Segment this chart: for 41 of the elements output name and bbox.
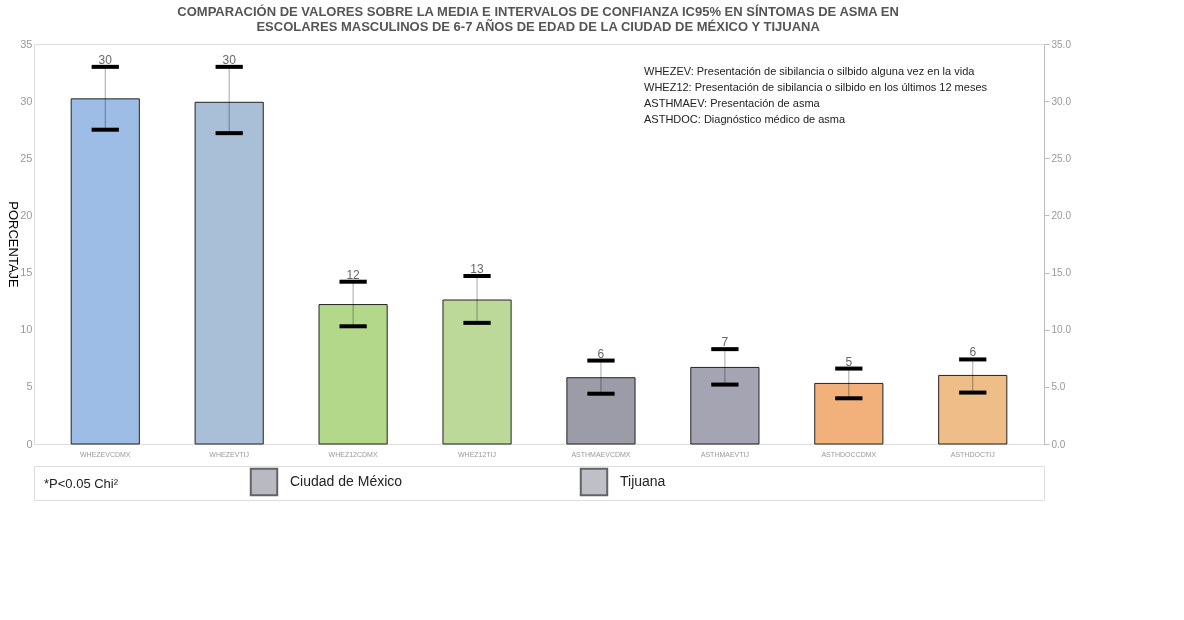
- bar: [938, 374, 1008, 445]
- y-tick-label: 5: [26, 380, 33, 393]
- annotation: WHEZEV: Presentación de sibilancia o silbido alguna vez en la vida: [644, 65, 976, 77]
- y-tick-label: 15: [20, 266, 33, 279]
- y-axis-title: PORCENTAJE: [6, 201, 22, 289]
- annotation: ASTHDOC: Diagnóstico médico de asma: [644, 113, 847, 125]
- legend-label: Tijuana: [620, 473, 666, 489]
- y2-tick-label: 25.0: [1051, 152, 1072, 164]
- y2-tick-label: 35.0: [1051, 38, 1072, 50]
- y2-tick-label: 5.0: [1051, 381, 1066, 393]
- y2-tick-label: 20.0: [1051, 209, 1072, 221]
- y-tick-label: 10: [20, 323, 33, 336]
- data-label: 5: [845, 354, 853, 369]
- annotation: WHEZ12: Presentación de sibilancia o silbido en los últimos 12 meses: [644, 81, 988, 93]
- text: *P<0.05 Chi²: [44, 476, 119, 491]
- y-tick-label: 35: [20, 37, 33, 50]
- y-tick-label: 30: [20, 94, 33, 107]
- bar: [566, 377, 636, 445]
- data-label: 12: [346, 267, 361, 282]
- annotation: ASTHMAEV: Presentación de asma: [644, 97, 821, 109]
- y-tick-label: 0: [26, 437, 33, 450]
- data-label: 13: [470, 262, 485, 276]
- bar: [194, 101, 264, 445]
- data-label: 6: [969, 345, 977, 360]
- data-label: 30: [222, 52, 237, 67]
- data-label: 7: [721, 335, 729, 350]
- chart-title: COMPARACIÓN DE VALORES SOBRE LA MEDIA E INTERVALOS DE CONFIANZA IC95% EN SÍNTOMAS DE ASMA EN ESCOLARES MASCULINOS DE 6-7 AÑOS DE EDAD DE LA CIUDAD DE MÉXICO Y TIJUANA: [177, 3, 899, 34]
- bar: [442, 299, 512, 445]
- legend-label: Ciudad de México: [290, 473, 403, 489]
- bar: [318, 304, 388, 445]
- bar: [814, 382, 884, 445]
- y-tick-label: 20: [20, 208, 33, 221]
- y2-tick-label: 0.0: [1051, 438, 1066, 450]
- data-label: 6: [597, 346, 605, 361]
- bar: [70, 98, 140, 445]
- y2-tick-label: 30.0: [1051, 95, 1072, 107]
- y-tick-label: 25: [20, 151, 33, 164]
- bar: [690, 366, 760, 445]
- y2-tick-label: 10.0: [1051, 324, 1072, 336]
- data-label: 30: [98, 52, 113, 67]
- y2-tick-label: 15.0: [1051, 267, 1072, 279]
